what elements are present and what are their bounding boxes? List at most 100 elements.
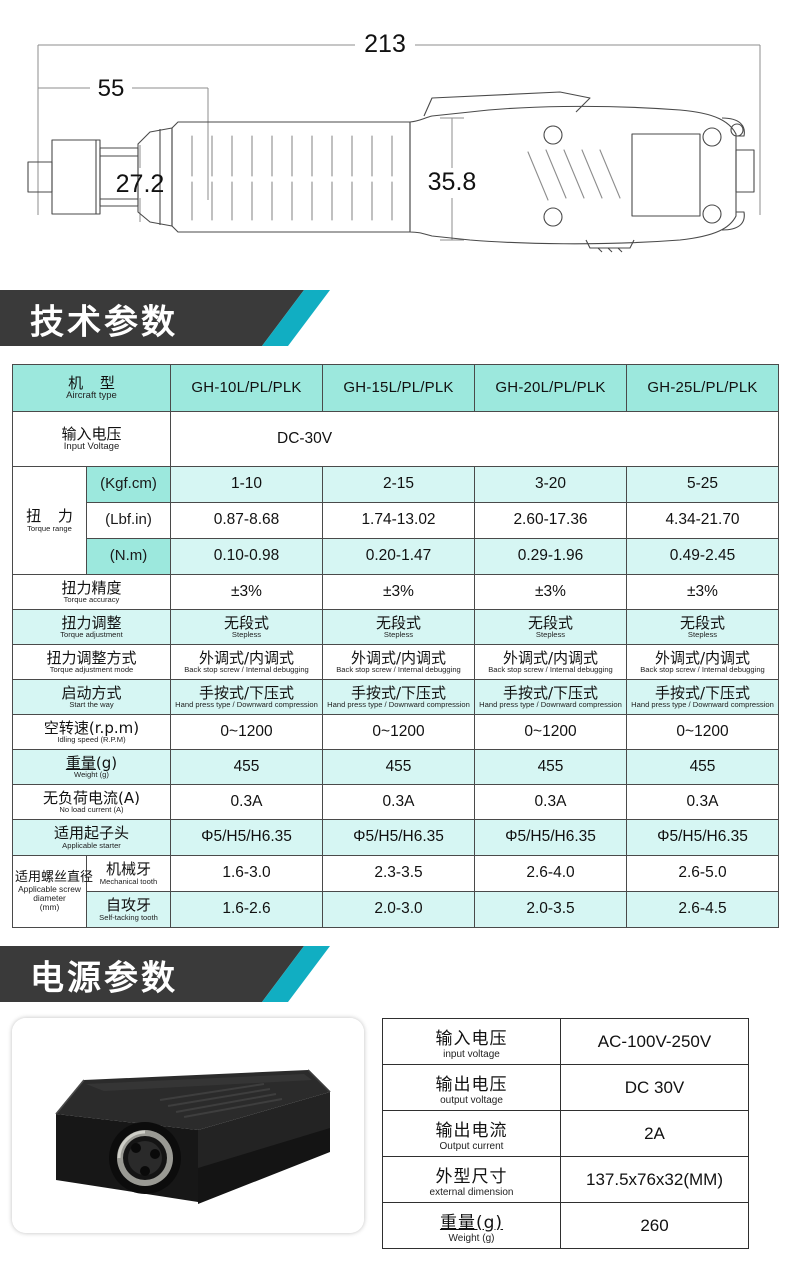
model-cell-1: GH-10L/PL/PLK bbox=[170, 364, 323, 412]
value-torque-accuracy-2: ±3% bbox=[322, 574, 475, 610]
value-torque-adjustment-mode-3: 外调式/内调式 Back stop screw / Internal debug… bbox=[474, 644, 627, 680]
value-torque-adjustment-mode-4: 外调式/内调式 Back stop screw / Internal debug… bbox=[626, 644, 779, 680]
row-label-idling-speed: 空转速(r.p.m) Idling speed (R.P.M) bbox=[12, 714, 171, 750]
value-torque-nm-3: 0.29-1.96 bbox=[474, 538, 627, 575]
value-mechanical-tooth-2: 2.3-3.5 bbox=[322, 855, 475, 892]
row-label-no-load-current: 无负荷电流(A) No load current (A) bbox=[12, 784, 171, 820]
sub-label-mechanical-tooth: 机械牙 Mechanical tooth bbox=[86, 855, 171, 892]
value-torque-adjustment-1: 无段式 Stepless bbox=[170, 609, 323, 645]
power-row-weight: 重量(g) Weight (g) 260 bbox=[382, 1202, 749, 1249]
banner-shape-power bbox=[0, 946, 330, 1002]
table-row-self-tacking-tooth: 自攻牙 Self-tacking tooth 1.6-2.6 2.0-3.0 2… bbox=[13, 891, 779, 928]
value-mechanical-tooth-1: 1.6-3.0 bbox=[170, 855, 323, 892]
table-row-torque-kgfcm: 扭 力 Torque range (Kgf.cm) 1-10 2-15 3-20… bbox=[12, 466, 779, 575]
section-title-power-parameters: 电源参数 bbox=[30, 958, 178, 999]
table-row-applicable-starter: 适用起子头 Applicable starter Φ5/H5/H6.35 Φ5/… bbox=[12, 819, 779, 856]
table-row-no-load-current: 无负荷电流(A) No load current (A) 0.3A 0.3A 0… bbox=[12, 784, 779, 820]
technical-specification-table: 机 型 Aircraft type GH-10L/PL/PLK GH-15L/P… bbox=[12, 364, 779, 928]
table-row-torque-adjustment-mode: 扭力调整方式 Torque adjustment mode 外调式/内调式 Ba… bbox=[12, 644, 779, 680]
row-label-screw-diameter: 适用螺丝直径 Applicable screw diameter (mm) bbox=[12, 855, 93, 928]
value-input-voltage: DC-30V bbox=[170, 411, 779, 467]
value-idling-speed-1: 0~1200 bbox=[170, 714, 323, 750]
value-torque-adjustment-mode-1: 外调式/内调式 Back stop screw / Internal debug… bbox=[170, 644, 323, 680]
value-torque-nm-2: 0.20-1.47 bbox=[322, 538, 475, 575]
value-self-tacking-tooth-2: 2.0-3.0 bbox=[322, 891, 475, 928]
table-row-torque-nm: (N.m) 0.10-0.98 0.20-1.47 0.29-1.96 0.49… bbox=[13, 538, 779, 575]
value-torque-adjustment-4: 无段式 Stepless bbox=[626, 609, 779, 645]
power-value-weight: 260 bbox=[560, 1202, 749, 1249]
model-cell-3: GH-20L/PL/PLK bbox=[474, 364, 627, 412]
value-weight-2: 455 bbox=[322, 749, 475, 785]
section-header-power-parameters: 电源参数 bbox=[0, 946, 790, 1004]
table-row-mechanical-tooth: 适用螺丝直径 Applicable screw diameter (mm) 机械… bbox=[12, 855, 779, 928]
value-start-way-2: 手按式/下压式 Hand press type / Downward compr… bbox=[322, 679, 475, 715]
value-mechanical-tooth-4: 2.6-5.0 bbox=[626, 855, 779, 892]
banner-shape-tech bbox=[0, 290, 330, 346]
value-torque-lbfin-4: 4.34-21.70 bbox=[626, 502, 779, 539]
dimension-label-body-height: 35.8 bbox=[428, 168, 477, 196]
table-row-model-header: 机 型 Aircraft type GH-10L/PL/PLK GH-15L/P… bbox=[12, 364, 779, 412]
power-value-external-dimension: 137.5x76x32(MM) bbox=[560, 1156, 749, 1203]
row-label-torque-range: 扭 力 Torque range bbox=[12, 466, 87, 575]
value-self-tacking-tooth-4: 2.6-4.5 bbox=[626, 891, 779, 928]
model-cell-2: GH-15L/PL/PLK bbox=[322, 364, 475, 412]
value-self-tacking-tooth-1: 1.6-2.6 bbox=[170, 891, 323, 928]
row-label-applicable-starter: 适用起子头 Applicable starter bbox=[12, 819, 171, 856]
power-value-output-current: 2A bbox=[560, 1110, 749, 1157]
product-dimension-drawing: 213 55 27.2 35.8 bbox=[0, 0, 790, 290]
value-torque-accuracy-1: ±3% bbox=[170, 574, 323, 610]
table-row-weight: 重量(g) Weight (g) 455 455 455 455 bbox=[12, 749, 779, 785]
value-applicable-starter-3: Φ5/H5/H6.35 bbox=[474, 819, 627, 856]
value-torque-kgfcm-2: 2-15 bbox=[322, 466, 475, 503]
value-idling-speed-3: 0~1200 bbox=[474, 714, 627, 750]
row-label-torque-adjustment-mode: 扭力调整方式 Torque adjustment mode bbox=[12, 644, 171, 680]
weight-label-suffix: (g) bbox=[95, 753, 118, 772]
weight-label-cn: 重量 bbox=[65, 753, 96, 772]
value-no-load-current-3: 0.3A bbox=[474, 784, 627, 820]
section-title-technical-parameters: 技术参数 bbox=[30, 302, 178, 343]
unit-label-lbfin: (Lbf.in) bbox=[86, 502, 171, 539]
value-torque-nm-4: 0.49-2.45 bbox=[626, 538, 779, 575]
dimension-label-barrel-diameter: 27.2 bbox=[116, 170, 165, 198]
table-row-idling-speed: 空转速(r.p.m) Idling speed (R.P.M) 0~1200 0… bbox=[12, 714, 779, 750]
power-label-output-voltage: 输出电压 output voltage bbox=[382, 1064, 561, 1111]
value-applicable-starter-4: Φ5/H5/H6.35 bbox=[626, 819, 779, 856]
table-row-torque-lbfin: (Lbf.in) 0.87-8.68 1.74-13.02 2.60-17.36… bbox=[13, 502, 779, 539]
power-row-output-current: 输出电流 Output current 2A bbox=[382, 1110, 749, 1157]
table-row-torque-accuracy: 扭力精度 Torque accuracy ±3% ±3% ±3% ±3% bbox=[12, 574, 779, 610]
value-torque-kgfcm-3: 3-20 bbox=[474, 466, 627, 503]
unit-label-nm: (N.m) bbox=[86, 538, 171, 575]
value-torque-accuracy-3: ±3% bbox=[474, 574, 627, 610]
table-row-start-way: 启动方式 Start the way 手按式/下压式 Hand press ty… bbox=[12, 679, 779, 715]
value-no-load-current-4: 0.3A bbox=[626, 784, 779, 820]
power-row-input-voltage: 输入电压 input voltage AC-100V-250V bbox=[382, 1018, 749, 1065]
model-cell-4: GH-25L/PL/PLK bbox=[626, 364, 779, 412]
value-start-way-1: 手按式/下压式 Hand press type / Downward compr… bbox=[170, 679, 323, 715]
sub-label-self-tacking-tooth: 自攻牙 Self-tacking tooth bbox=[86, 891, 171, 928]
value-self-tacking-tooth-3: 2.0-3.5 bbox=[474, 891, 627, 928]
value-weight-3: 455 bbox=[474, 749, 627, 785]
value-torque-kgfcm-4: 5-25 bbox=[626, 466, 779, 503]
value-torque-lbfin-1: 0.87-8.68 bbox=[170, 502, 323, 539]
value-mechanical-tooth-3: 2.6-4.0 bbox=[474, 855, 627, 892]
power-value-input-voltage: AC-100V-250V bbox=[560, 1018, 749, 1065]
table-row-torque-adjustment: 扭力调整 Torque adjustment 无段式 Stepless 无段式 … bbox=[12, 609, 779, 645]
unit-label-kgfcm: (Kgf.cm) bbox=[86, 466, 171, 503]
row-label-model: 机 型 Aircraft type bbox=[12, 364, 171, 412]
row-label-start-way: 启动方式 Start the way bbox=[12, 679, 171, 715]
row-label-torque-accuracy: 扭力精度 Torque accuracy bbox=[12, 574, 171, 610]
value-applicable-starter-2: Φ5/H5/H6.35 bbox=[322, 819, 475, 856]
value-weight-4: 455 bbox=[626, 749, 779, 785]
value-torque-nm-1: 0.10-0.98 bbox=[170, 538, 323, 575]
value-torque-lbfin-2: 1.74-13.02 bbox=[322, 502, 475, 539]
row-label-input-voltage: 输入电压 Input Voltage bbox=[12, 411, 171, 467]
power-label-external-dimension: 外型尺寸 external dimension bbox=[382, 1156, 561, 1203]
value-torque-adjustment-2: 无段式 Stepless bbox=[322, 609, 475, 645]
power-label-output-current: 输出电流 Output current bbox=[382, 1110, 561, 1157]
screwdriver-outline-drawing: 213 55 27.2 35.8 bbox=[27, 30, 761, 253]
value-no-load-current-1: 0.3A bbox=[170, 784, 323, 820]
power-value-output-voltage: DC 30V bbox=[560, 1064, 749, 1111]
value-torque-lbfin-3: 2.60-17.36 bbox=[474, 502, 627, 539]
power-row-external-dimension: 外型尺寸 external dimension 137.5x76x32(MM) bbox=[382, 1156, 749, 1203]
row-label-torque-adjustment: 扭力调整 Torque adjustment bbox=[12, 609, 171, 645]
